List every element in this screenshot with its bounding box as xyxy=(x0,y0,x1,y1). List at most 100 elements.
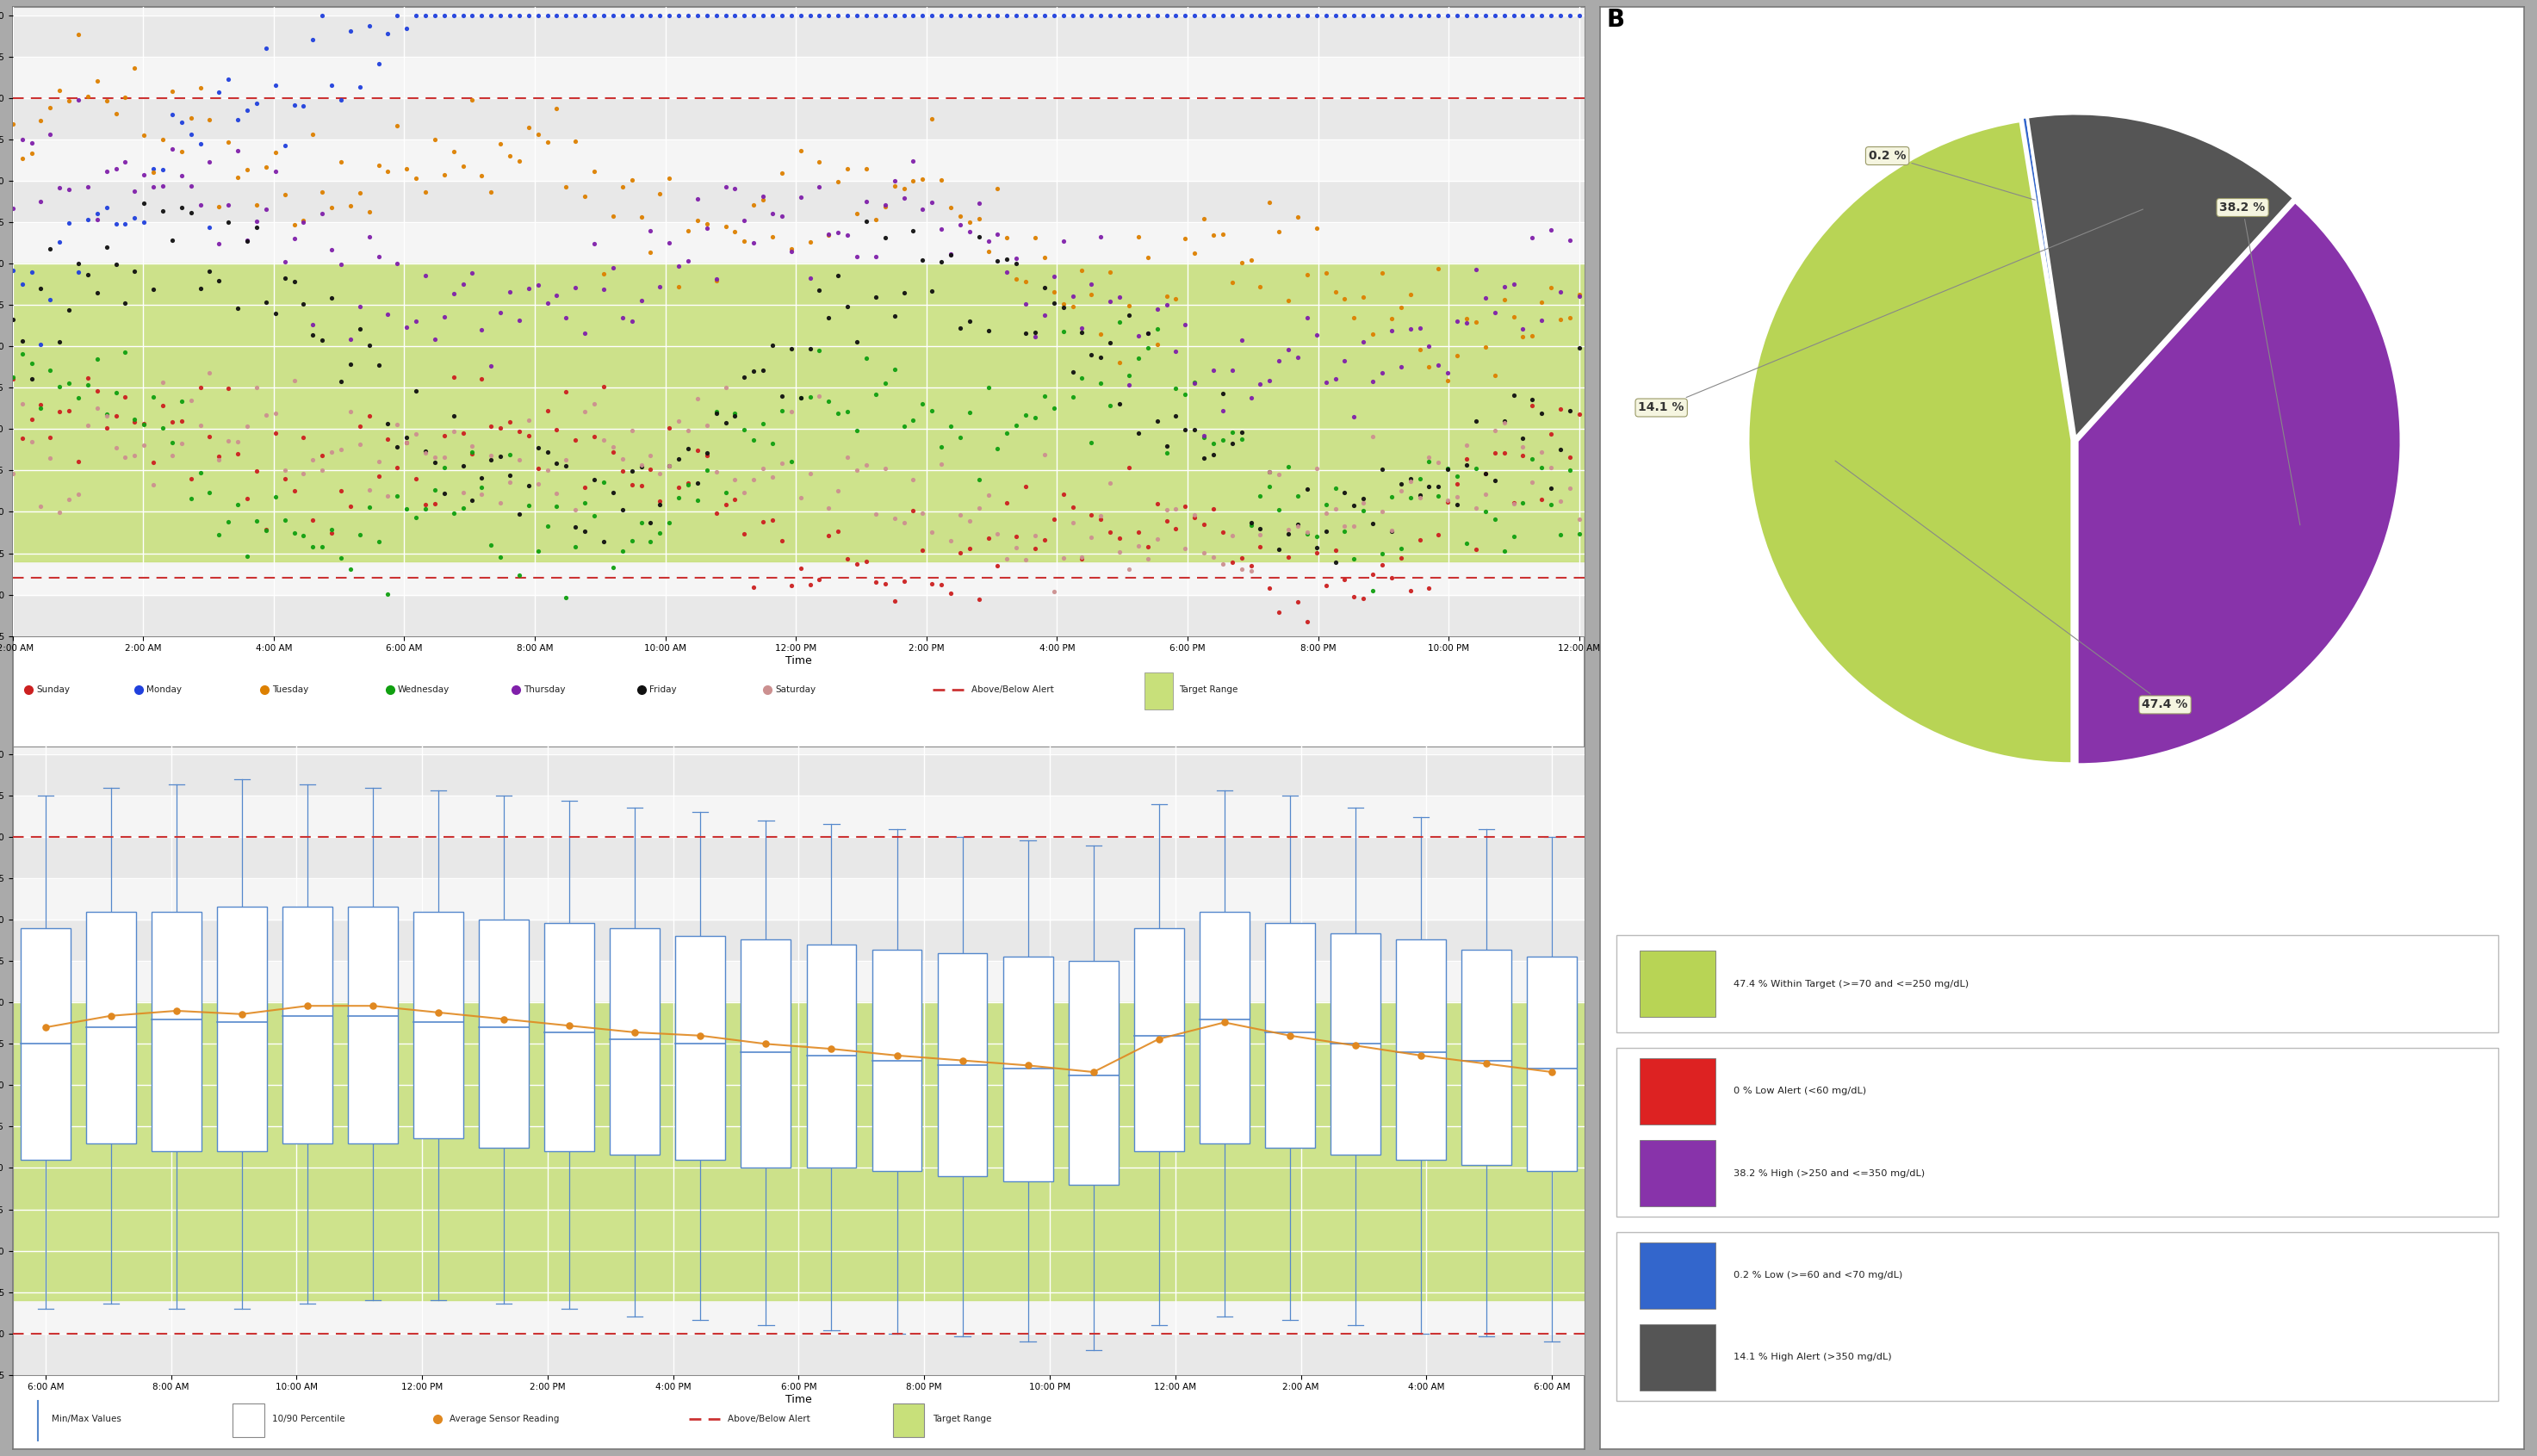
Point xyxy=(1342,491,1383,514)
Point xyxy=(1258,463,1299,486)
Point xyxy=(789,4,830,28)
Point xyxy=(350,403,391,427)
Point xyxy=(1502,435,1542,459)
Point xyxy=(845,4,885,28)
Point xyxy=(507,494,548,517)
Point xyxy=(507,116,548,140)
Point xyxy=(1307,261,1347,284)
Point xyxy=(378,456,419,479)
Point xyxy=(414,479,454,502)
Point xyxy=(1279,514,1319,537)
Point xyxy=(761,529,802,552)
Point xyxy=(472,415,512,438)
Point xyxy=(865,572,906,596)
Point xyxy=(1314,496,1355,520)
Point xyxy=(1126,322,1167,345)
Point xyxy=(1137,332,1177,355)
Point xyxy=(1185,542,1225,565)
Point xyxy=(1279,345,1319,368)
Point xyxy=(1296,542,1337,565)
Point xyxy=(921,217,962,240)
Bar xyxy=(282,907,332,1143)
Point xyxy=(1362,4,1403,28)
Point xyxy=(190,425,231,448)
Point xyxy=(406,492,447,515)
Bar xyxy=(13,1168,1586,1210)
Point xyxy=(883,281,923,304)
Point xyxy=(1063,320,1104,344)
Point xyxy=(256,402,297,425)
Point xyxy=(1015,406,1055,430)
Point xyxy=(660,447,700,470)
Point xyxy=(1119,4,1159,28)
Point xyxy=(1248,460,1289,483)
Point xyxy=(771,400,812,424)
Point xyxy=(1025,277,1066,300)
Point xyxy=(584,278,624,301)
Point xyxy=(893,4,934,28)
Point xyxy=(969,483,1010,507)
Point xyxy=(827,547,868,571)
Point xyxy=(264,459,304,482)
Point xyxy=(452,434,492,457)
Point xyxy=(1380,472,1421,495)
Point xyxy=(921,435,962,459)
FancyBboxPatch shape xyxy=(1639,1059,1715,1124)
Bar xyxy=(218,907,266,1152)
Point xyxy=(1154,377,1195,400)
Point xyxy=(535,284,576,307)
Point xyxy=(611,459,652,482)
Point xyxy=(1137,492,1177,515)
Point xyxy=(1241,4,1281,28)
Point xyxy=(921,574,962,597)
Point xyxy=(1408,355,1449,379)
Point xyxy=(10,141,51,165)
Point xyxy=(817,170,858,194)
Point xyxy=(1192,498,1233,521)
Point xyxy=(817,221,858,245)
Point xyxy=(1522,402,1563,425)
Point xyxy=(987,226,1027,249)
Point xyxy=(208,510,249,533)
Point xyxy=(837,331,878,354)
Point xyxy=(0,197,33,220)
Point xyxy=(1550,459,1591,482)
Point xyxy=(1540,489,1581,513)
Point xyxy=(1464,4,1504,28)
Point xyxy=(1530,476,1570,499)
Point xyxy=(1213,432,1253,456)
Point xyxy=(236,459,277,482)
Point xyxy=(584,262,624,285)
Point xyxy=(1241,523,1281,546)
Point xyxy=(1175,418,1215,441)
Point xyxy=(236,194,277,217)
Point xyxy=(751,333,792,357)
Point xyxy=(1033,291,1073,314)
Point xyxy=(1192,360,1233,383)
Point xyxy=(875,358,916,381)
Point xyxy=(1446,307,1487,331)
Point xyxy=(180,277,221,300)
Point xyxy=(1474,469,1515,492)
Point xyxy=(573,159,614,182)
Point xyxy=(368,412,408,435)
Point xyxy=(660,255,700,278)
Point xyxy=(1428,457,1469,480)
Point xyxy=(1428,361,1469,384)
Text: Target Range: Target Range xyxy=(931,1415,992,1424)
Point xyxy=(208,67,249,90)
Point xyxy=(96,437,137,460)
Point xyxy=(1352,4,1393,28)
Point xyxy=(1015,320,1055,344)
Point xyxy=(312,521,353,545)
Point xyxy=(1342,331,1383,354)
Point xyxy=(287,994,327,1018)
Point xyxy=(883,4,923,28)
Point xyxy=(1099,351,1139,374)
Point xyxy=(781,4,822,28)
Point xyxy=(1071,526,1111,549)
Point xyxy=(264,266,304,290)
Point xyxy=(1185,447,1225,470)
Point xyxy=(441,421,482,444)
Point xyxy=(528,291,568,314)
